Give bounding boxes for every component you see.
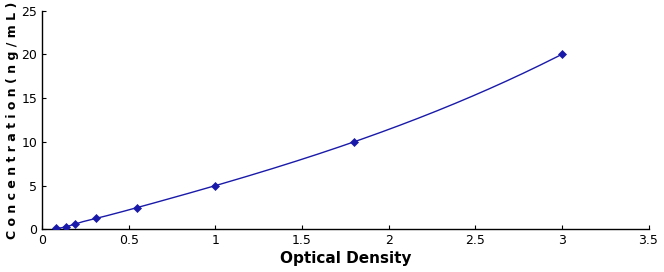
Y-axis label: C o n c e n t r a t i o n ( n g / m L ): C o n c e n t r a t i o n ( n g / m L ) [5, 1, 19, 239]
X-axis label: Optical Density: Optical Density [280, 251, 411, 267]
